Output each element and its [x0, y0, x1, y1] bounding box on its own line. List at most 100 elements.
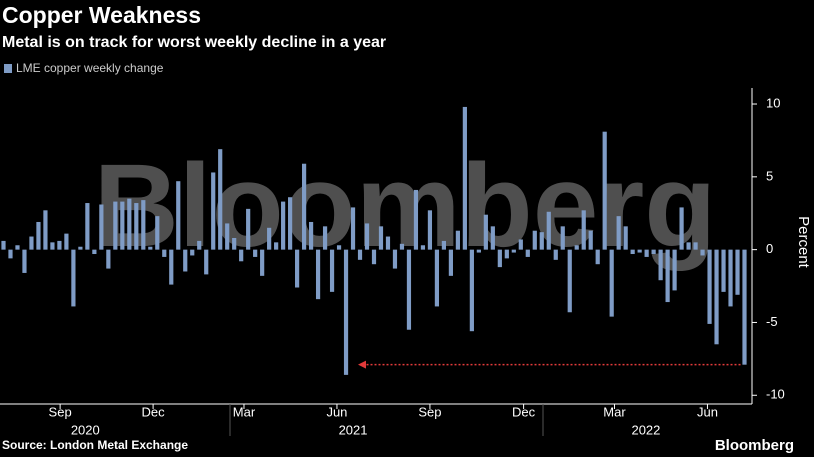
bar [281, 201, 286, 250]
bar [295, 249, 300, 288]
bar [742, 249, 747, 365]
bar [364, 223, 370, 250]
legend-swatch [4, 64, 12, 73]
bar [36, 221, 41, 250]
x-tick-label: Mar [603, 404, 626, 419]
bar [301, 163, 307, 250]
bar [113, 201, 118, 250]
bar [218, 149, 223, 250]
bar [15, 245, 20, 250]
bar [343, 249, 349, 375]
y-tick-label: 0 [766, 241, 773, 256]
bar [497, 249, 502, 268]
bar [574, 245, 579, 250]
bar [253, 249, 258, 257]
bar [651, 249, 656, 255]
bar [399, 243, 405, 250]
bar [148, 246, 153, 250]
chart-title: Copper Weakness [2, 2, 201, 28]
bar [329, 249, 335, 292]
bar [602, 131, 607, 250]
bar [232, 237, 237, 250]
bar [43, 210, 48, 250]
bar [623, 226, 628, 250]
bar [378, 226, 384, 250]
x-tick-label: Dec [142, 404, 166, 419]
bar [78, 246, 83, 250]
bar [700, 249, 705, 256]
bar [155, 216, 160, 250]
bar [518, 239, 523, 250]
bar [71, 249, 76, 307]
bar [735, 249, 740, 295]
legend-label: LME copper weekly change [16, 61, 164, 75]
x-tick-label: Sep [418, 404, 441, 419]
bar [336, 245, 342, 250]
bar [658, 249, 663, 281]
bar [448, 249, 453, 276]
x-tick-label: Dec [512, 404, 536, 419]
bar [350, 207, 356, 250]
bar [239, 249, 244, 262]
bar [22, 249, 27, 273]
bar [127, 198, 132, 250]
bar [693, 242, 698, 250]
bar [169, 249, 174, 285]
bar [308, 221, 314, 250]
bar [553, 249, 558, 260]
bar [714, 249, 719, 345]
bar [357, 249, 363, 260]
bar [469, 249, 474, 332]
bar [1, 240, 6, 250]
bar [637, 249, 642, 253]
bar [490, 226, 495, 250]
bar [106, 249, 111, 269]
bar [120, 201, 125, 250]
bar [8, 249, 13, 259]
bar [595, 249, 600, 265]
source: Source: London Metal Exchange [2, 438, 188, 452]
bar [686, 242, 691, 250]
year-label: 2022 [631, 422, 660, 437]
year-label: 2021 [339, 422, 368, 437]
bar [57, 240, 62, 250]
chart-subtitle: Metal is on track for worst weekly decli… [2, 34, 386, 51]
bar [134, 203, 139, 250]
bar [197, 240, 202, 250]
bar [427, 210, 433, 250]
bar [406, 249, 412, 330]
bar [560, 226, 565, 250]
bar [616, 216, 621, 250]
bar [504, 249, 509, 259]
bar [567, 249, 572, 313]
y-axis-label: Percent [795, 216, 812, 269]
bar [728, 249, 733, 307]
bar [288, 197, 293, 250]
bar [274, 242, 279, 250]
bar [225, 223, 230, 250]
bar [672, 249, 677, 291]
bar [64, 233, 69, 250]
bar [204, 249, 209, 275]
bar [190, 249, 195, 256]
bar [183, 249, 188, 272]
bar [315, 249, 321, 300]
bar [371, 249, 377, 265]
bar [85, 203, 90, 250]
annotation-arrowhead [358, 360, 366, 369]
bar [267, 227, 272, 250]
bar [476, 249, 481, 253]
x-tick-label: Jun [697, 404, 718, 419]
bar [92, 249, 97, 255]
bar [511, 249, 516, 253]
bar [141, 200, 146, 250]
bar [665, 249, 670, 303]
bar [546, 211, 551, 250]
bar [707, 249, 712, 324]
bar [246, 208, 251, 250]
bar [721, 249, 726, 292]
bar [260, 249, 265, 276]
bar [99, 204, 104, 250]
bar [532, 230, 537, 250]
